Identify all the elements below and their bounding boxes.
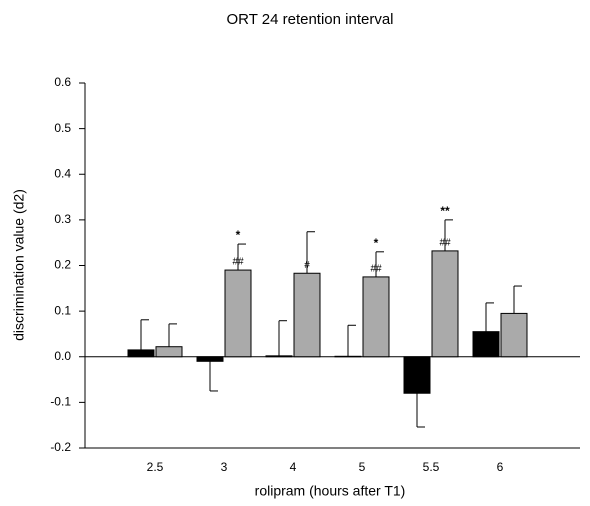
x-tick-label: 4 — [290, 460, 297, 474]
y-tick-label: 0.2 — [54, 258, 71, 272]
significance-annotation: ** — [440, 204, 450, 218]
x-tick-label: 5 — [359, 460, 366, 474]
bar — [362, 276, 390, 358]
bar — [293, 272, 321, 358]
x-tick-label: 2.5 — [147, 460, 164, 474]
bar — [403, 356, 431, 394]
x-tick-label: 5.5 — [423, 460, 440, 474]
bar — [127, 349, 155, 358]
y-tick-label: 0.4 — [54, 166, 71, 180]
bar — [196, 356, 224, 362]
bar — [155, 346, 183, 358]
y-tick-label: 0.5 — [54, 121, 71, 135]
hash-annotation: # — [304, 260, 310, 271]
bar — [431, 250, 459, 358]
x-tick-label: 6 — [497, 460, 504, 474]
hash-annotation: ## — [232, 257, 244, 268]
bar — [224, 269, 252, 358]
y-tick-label: 0.0 — [54, 349, 71, 363]
hash-annotation: ## — [439, 238, 451, 249]
bar — [472, 331, 500, 358]
y-axis-label: discrimination value (d2) — [11, 189, 27, 341]
y-tick-label: -0.1 — [50, 395, 71, 409]
y-tick-label: -0.2 — [50, 440, 71, 454]
x-tick-label: 3 — [221, 460, 228, 474]
significance-annotation: * — [374, 236, 379, 250]
hash-annotation: ## — [370, 264, 382, 275]
y-tick-label: 0.1 — [54, 303, 71, 317]
significance-annotation: * — [236, 228, 241, 242]
y-tick-label: 0.6 — [54, 75, 71, 89]
bar — [265, 355, 293, 358]
chart-title: ORT 24 retention interval — [226, 11, 393, 28]
y-tick-label: 0.3 — [54, 212, 71, 226]
x-axis-label: rolipram (hours after T1) — [255, 483, 406, 499]
bar — [334, 355, 362, 358]
bar — [500, 312, 528, 358]
